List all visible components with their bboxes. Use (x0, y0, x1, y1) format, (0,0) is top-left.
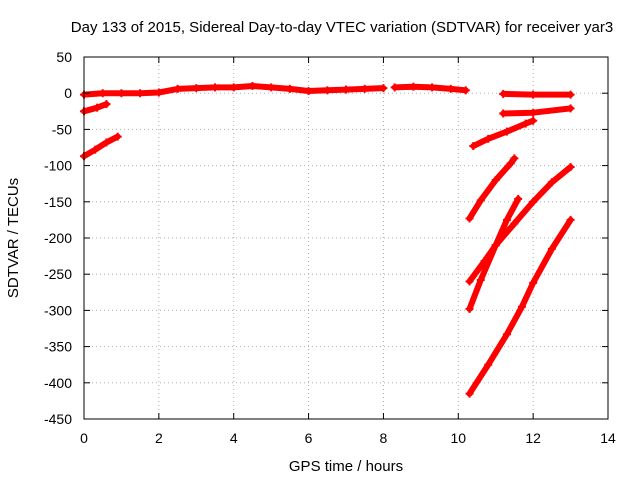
data-point-marker (93, 103, 102, 112)
x-tick-label: 10 (450, 430, 466, 446)
data-point-marker (285, 84, 294, 93)
x-axis-title: GPS time / hours (289, 458, 403, 475)
data-point-marker (465, 389, 474, 398)
data-point-marker (529, 278, 538, 287)
data-point-marker (566, 90, 575, 99)
y-tick-label: 50 (56, 49, 72, 65)
data-point-marker (390, 83, 399, 92)
data-point-marker (409, 82, 418, 91)
y-tick-label: -100 (44, 158, 72, 174)
data-point-marker (113, 132, 122, 141)
data-point-marker (342, 85, 350, 94)
data-point-marker (465, 304, 474, 313)
x-tick-label: 2 (155, 430, 163, 446)
data-point-marker (323, 86, 332, 95)
data-point-marker (428, 83, 437, 92)
data-point-marker (136, 89, 145, 98)
data-point-marker (502, 127, 511, 136)
data-point-marker (229, 83, 238, 92)
data-point-marker (510, 154, 519, 163)
data-point-marker (499, 89, 508, 98)
y-tick-label: -200 (44, 230, 72, 246)
data-point-marker (102, 100, 111, 109)
data-point-marker (91, 145, 100, 154)
data-point-marker (446, 84, 455, 93)
data-point-marker (499, 109, 508, 118)
data-point-marker (529, 116, 538, 125)
x-tick-label: 4 (230, 430, 238, 446)
data-point-marker (491, 241, 500, 250)
data-point-marker (465, 214, 474, 223)
data-point-marker (360, 84, 369, 93)
data-point-marker (514, 194, 523, 203)
data-point-marker (476, 275, 485, 284)
data-point-marker (547, 244, 556, 253)
y-tick-label: -150 (44, 194, 72, 210)
data-point-marker (267, 83, 276, 92)
y-tick-label: -250 (44, 266, 72, 282)
ticks: 0 2 4 6 8 10 12 14 50 0 -50 -100 -150 -200 -250 -300 -35… (44, 49, 616, 446)
data-point-marker (461, 86, 470, 95)
y-tick-label: -50 (52, 121, 72, 137)
y-tick-label: -450 (44, 411, 72, 427)
data-point-marker (566, 163, 575, 172)
x-tick-label: 12 (525, 430, 541, 446)
x-tick-label: 6 (305, 430, 313, 446)
data-point-marker (529, 90, 538, 99)
data-point-marker (529, 197, 538, 206)
data-point-marker (506, 159, 515, 168)
data-point-marker (476, 196, 485, 205)
y-tick-label: -300 (44, 302, 72, 318)
y-tick-label: -400 (44, 375, 72, 391)
data-point-marker (521, 119, 530, 128)
x-tick-label: 0 (80, 430, 88, 446)
data-point-marker (547, 178, 556, 187)
data-point-marker (566, 215, 575, 224)
data-point-marker (154, 88, 163, 97)
data-point-marker (465, 277, 474, 286)
y-tick-label: 0 (64, 85, 72, 101)
x-tick-label: 8 (380, 430, 388, 446)
data-point-marker (484, 134, 493, 143)
data-point-marker (517, 302, 526, 311)
series-layer (80, 81, 575, 398)
data-point-marker (117, 89, 126, 98)
data-point-marker (211, 83, 219, 92)
y-axis-title: SDTVAR / TECUs (5, 178, 22, 298)
data-point-marker (98, 89, 107, 98)
data-point-marker (379, 84, 388, 93)
data-point-marker (491, 176, 500, 185)
data-point-marker (173, 84, 182, 93)
data-point-marker (502, 215, 511, 224)
data-point-marker (469, 142, 478, 151)
data-point-marker (502, 330, 511, 339)
series-line-4 (81, 133, 121, 160)
data-point-marker (484, 360, 493, 369)
y-tick-label: -350 (44, 339, 72, 355)
series-line-10 (466, 195, 522, 312)
data-point-marker (192, 84, 201, 93)
data-point-marker (510, 219, 519, 228)
series-line-8 (466, 155, 518, 222)
data-point-marker (248, 81, 257, 90)
data-point-marker (529, 108, 538, 117)
data-point-marker (566, 104, 575, 113)
data-point-marker (304, 87, 313, 96)
chart-title: Day 133 of 2015, Sidereal Day-to-day VTE… (71, 19, 613, 36)
x-tick-label: 14 (600, 430, 616, 446)
data-point-marker (102, 138, 111, 147)
